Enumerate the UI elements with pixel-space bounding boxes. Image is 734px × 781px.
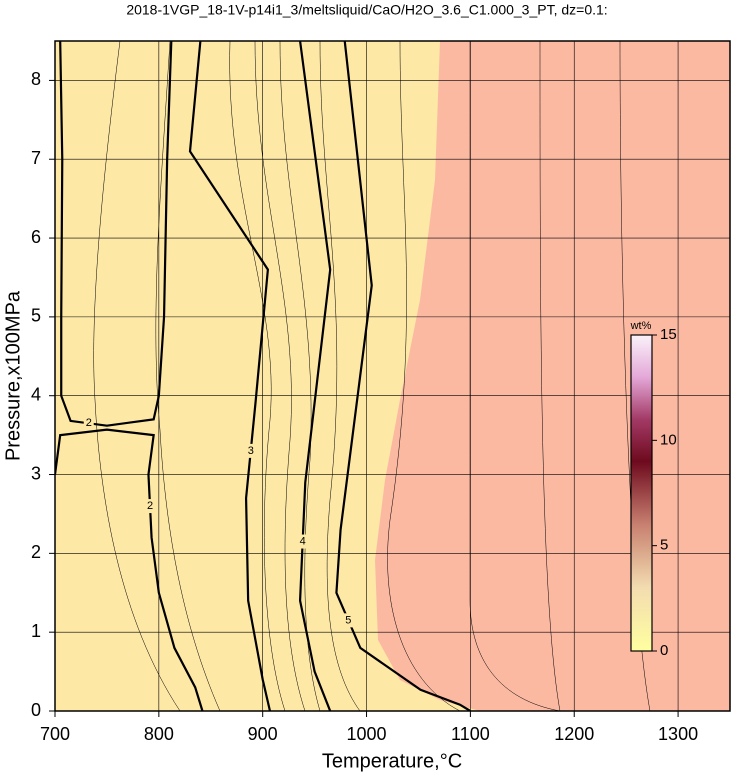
y-tick-label: 0 — [31, 700, 41, 720]
contour-label-bg — [297, 534, 308, 549]
plot-frame — [54, 40, 731, 712]
colorbar-label: wt% — [630, 320, 652, 332]
contour-line — [59, 41, 173, 427]
colorbar — [630, 334, 653, 652]
y-tick-label: 4 — [31, 384, 41, 404]
x-tick-label: 700 — [40, 724, 70, 744]
x-tick-label: 1200 — [554, 724, 594, 744]
minor-contours — [93, 41, 651, 711]
chart-title: 2018-1VGP_18-1V-p14i1_3/meltsliquid/CaO/… — [126, 2, 607, 18]
x-tick-label: 1100 — [451, 724, 490, 744]
colorbar-tick-label: 0 — [660, 642, 668, 659]
y-tick-label: 8 — [31, 69, 41, 89]
x-tick-label: 1000 — [347, 724, 387, 744]
contour-label-bg — [245, 443, 256, 458]
x-axis-label: Temperature,°C — [322, 750, 462, 772]
contours: 2 2 3 4 5 — [55, 41, 471, 711]
x-tick-label: 800 — [144, 724, 174, 744]
colorbar-tick-label: 5 — [660, 537, 668, 554]
y-tick-label: 3 — [31, 463, 41, 483]
colorbar-tick-label: 15 — [660, 326, 677, 343]
y-tick-label: 7 — [31, 148, 41, 168]
y-tick-label: 6 — [31, 227, 41, 247]
contour-label: 2 — [86, 417, 92, 429]
x-tick-label: 1300 — [658, 724, 698, 744]
contour-label: 3 — [248, 445, 254, 457]
contour-label: 5 — [345, 614, 351, 626]
y-tick-label: 1 — [31, 621, 41, 641]
contour-label: 4 — [300, 535, 306, 547]
y-tick-label: 5 — [31, 306, 41, 326]
colorbar-tick-label: 10 — [660, 431, 677, 448]
contour-label-bg — [343, 613, 354, 628]
contour-label-bg — [145, 499, 156, 514]
y-tick-label: 2 — [31, 542, 41, 562]
x-tick-label: 900 — [248, 724, 278, 744]
contour-label: 2 — [147, 500, 153, 512]
contour-label-bg — [83, 416, 94, 431]
y-axis-label: Pressure,x100MPa — [2, 290, 24, 461]
